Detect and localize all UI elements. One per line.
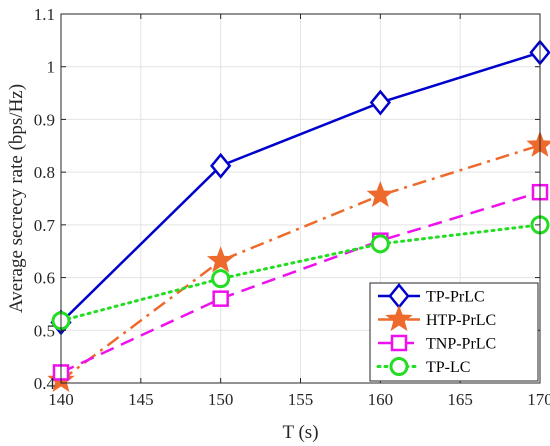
legend-item: TNP-PrLC [378, 334, 496, 353]
series-line [60, 51, 541, 324]
x-tick-label: 140 [48, 390, 74, 409]
y-tick-label: 0.8 [34, 163, 55, 182]
series-line [59, 223, 542, 323]
data-point [211, 269, 231, 289]
series-layer [47, 39, 550, 393]
x-tick-label: 155 [288, 390, 314, 409]
legend-label: TP-LC [426, 359, 470, 376]
ticks: 140 145 150 155 160 165 170 0.4 0.5 0.6 0.7 0.8 0.9 1… [34, 5, 550, 409]
x-tick-label: 160 [368, 390, 394, 409]
y-tick-label: 1.1 [34, 5, 55, 24]
legend-marker [389, 357, 409, 376]
data-point [210, 152, 232, 179]
legend-marker [390, 334, 408, 352]
legend: TP-PrLC HTP-PrLC TNP-PrLC TP-LC [369, 282, 539, 382]
legend-item: TP-LC [376, 357, 470, 376]
legend-label: TP-PrLC [426, 289, 485, 306]
y-axis-label: Average secrecy rate (bps/Hz) [6, 84, 27, 313]
x-tick-label: 165 [447, 390, 473, 409]
legend-label: TNP-PrLC [426, 336, 496, 353]
y-tick-label: 0.9 [34, 110, 55, 129]
series-line [60, 144, 541, 382]
series-line [60, 190, 541, 374]
y-tick-label: 0.5 [34, 321, 55, 340]
legend-label: HTP-PrLC [426, 312, 496, 329]
y-tick-label: 0.6 [34, 269, 55, 288]
legend-item: HTP-PrLC [378, 305, 496, 332]
x-axis-label: T (s) [282, 422, 318, 443]
data-point [366, 180, 395, 207]
legend-marker [385, 305, 413, 332]
x-tick-label: 150 [208, 390, 234, 409]
data-point [369, 89, 391, 116]
y-tick-label: 0.4 [34, 374, 56, 393]
data-point [370, 234, 390, 254]
y-tick-label: 1 [47, 58, 56, 77]
series-tp-prlc [50, 39, 550, 336]
x-tick-label: 170 [527, 390, 550, 409]
data-point [206, 246, 235, 273]
data-point [212, 290, 229, 307]
x-tick-label: 145 [128, 390, 154, 409]
y-tick-label: 0.7 [34, 216, 56, 235]
